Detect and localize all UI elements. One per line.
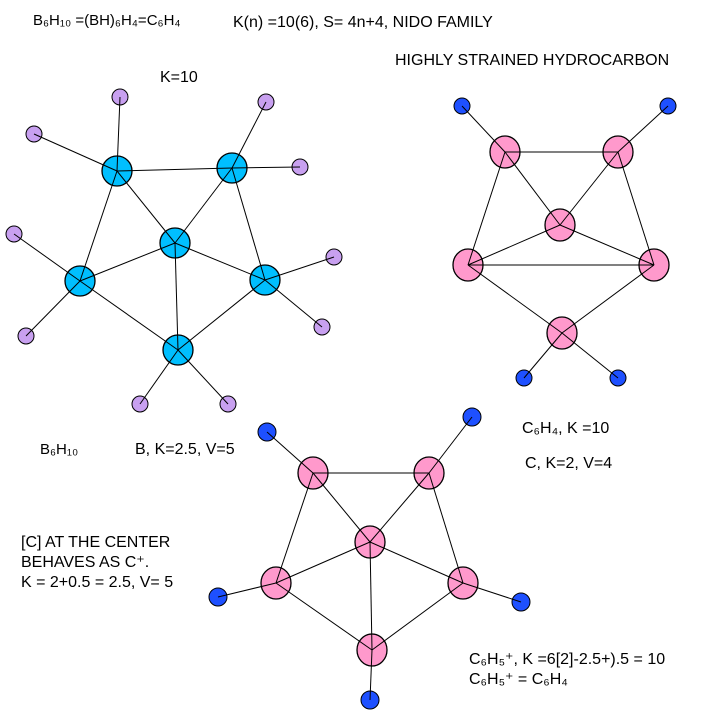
bond-h [217, 582, 277, 598]
center-label-1: [C] AT THE CENTER [21, 534, 171, 551]
bond [371, 582, 464, 651]
b6h10-label: B₆H₁₀ [40, 441, 79, 458]
bond-h [264, 256, 335, 281]
bond [617, 151, 655, 266]
bond-h [369, 649, 373, 701]
bond [561, 264, 655, 334]
bond [79, 170, 118, 282]
formula-label: B₆H₁₀ =(BH)₆H₄=C₆H₄ [33, 12, 181, 29]
bond [116, 167, 233, 172]
bond [559, 224, 655, 266]
bond [428, 472, 464, 584]
bond-h [462, 582, 522, 603]
center-label-3: K = 2+0.5 = 2.5, V= 5 [21, 574, 174, 591]
carbon-label: C, K=2, V=4 [525, 455, 613, 472]
bond [79, 242, 176, 282]
bond [467, 264, 563, 334]
family-label: K(n) =10(6), S= 4n+4, NIDO FAMILY [233, 14, 493, 31]
bond-h [264, 279, 323, 328]
bond [559, 151, 619, 226]
bond [174, 242, 179, 351]
bond-h [33, 133, 118, 172]
bond [177, 279, 266, 351]
bond [116, 170, 176, 244]
bond-h [231, 166, 301, 169]
bond [369, 541, 464, 584]
strained-label: HIGHLY STRAINED HYDROCARBON [395, 52, 670, 69]
bond [174, 167, 233, 244]
bond [369, 541, 373, 651]
cation-label-1: C₆H₅⁺, K =6[2]-2.5+).5 = 10 [469, 651, 666, 668]
bond [504, 151, 561, 226]
bond-h [266, 431, 314, 474]
bond [231, 167, 266, 281]
boron-label: B, K=2.5, V=5 [135, 441, 235, 458]
bond-h [523, 332, 563, 379]
bond [467, 224, 561, 266]
bond-h [561, 332, 619, 379]
bond [467, 151, 506, 266]
bond-h [177, 349, 229, 405]
bond [369, 472, 430, 543]
bond-h [116, 96, 121, 172]
bond [275, 472, 314, 584]
cation-label-2: C₆H₅⁺ = C₆H₄ [469, 671, 568, 688]
bond-h [617, 105, 669, 153]
c6h4-label: C₆H₄, K =10 [522, 420, 610, 437]
center-label-2: BEHAVES AS C⁺. [21, 554, 150, 571]
bond-h [428, 416, 473, 474]
bond-h [13, 233, 81, 282]
bond [312, 472, 371, 543]
bond [275, 582, 373, 651]
bond-h [139, 349, 179, 405]
bond [79, 280, 179, 351]
k10-label: K=10 [160, 69, 198, 86]
bond [174, 242, 266, 281]
bond-h [231, 101, 267, 169]
bond-h [461, 105, 506, 153]
bond-h [25, 280, 81, 337]
bond [275, 541, 371, 584]
